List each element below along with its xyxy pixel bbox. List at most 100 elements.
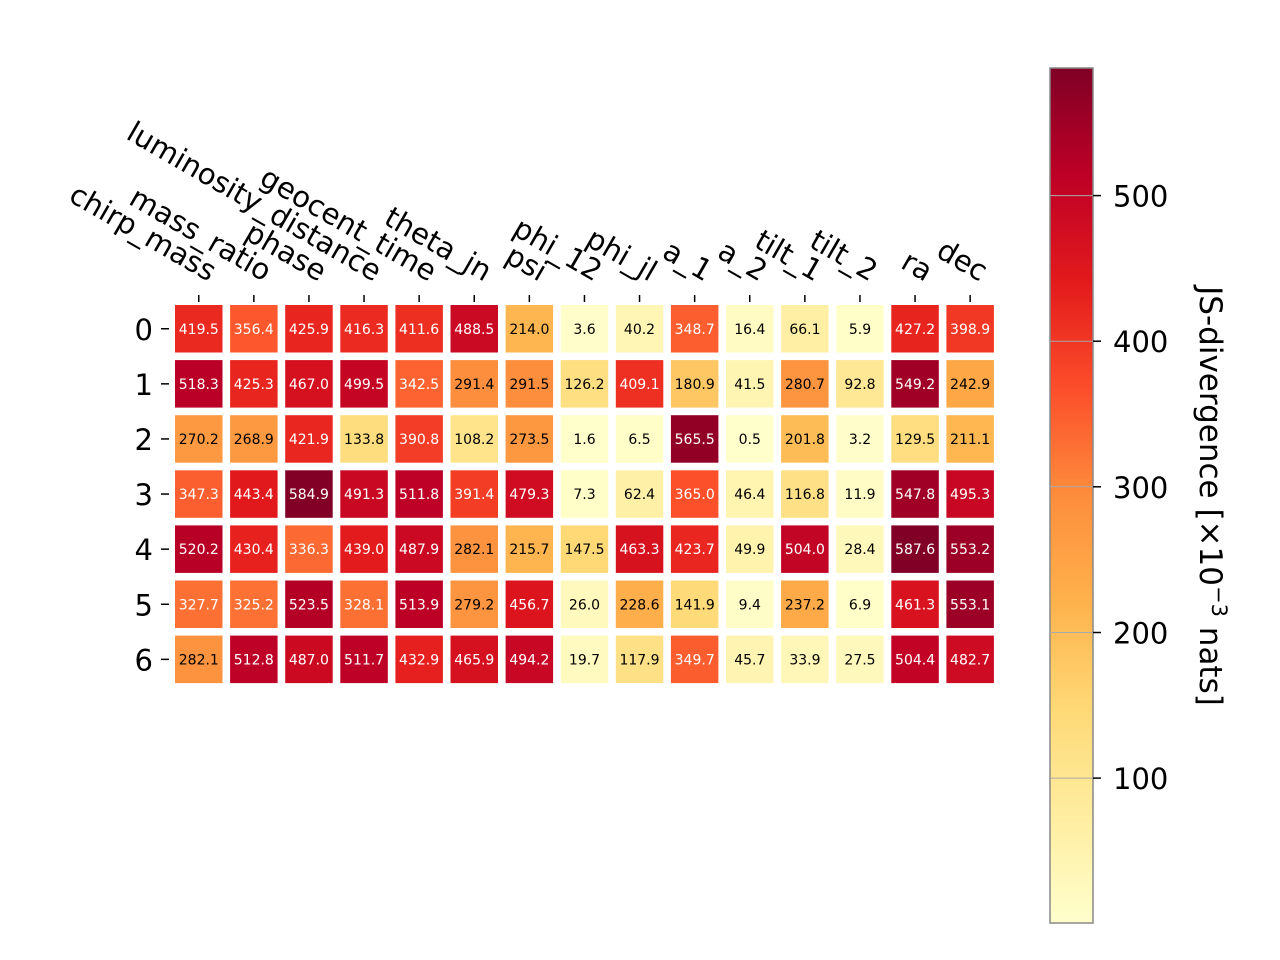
heatmap-cell xyxy=(781,470,829,518)
cell-value-label: 425.3 xyxy=(234,377,274,393)
heatmap-cell xyxy=(450,470,498,518)
cell-value-label: 33.9 xyxy=(789,652,820,668)
cell-value-label: 201.8 xyxy=(785,432,825,448)
cell-value-label: 7.3 xyxy=(573,487,595,503)
heatmap-cell xyxy=(395,305,443,353)
cell-value-label: 180.9 xyxy=(675,377,715,393)
heatmap-cell xyxy=(946,580,994,628)
y-tick-label: 5 xyxy=(135,588,153,622)
cell-value-label: 348.7 xyxy=(675,322,715,338)
cell-value-label: 11.9 xyxy=(844,487,875,503)
cell-value-label: 16.4 xyxy=(734,322,765,338)
cell-value-label: 487.0 xyxy=(289,652,329,668)
heatmap-cell xyxy=(450,415,498,463)
cell-value-label: 511.7 xyxy=(344,652,384,668)
heatmap-cell xyxy=(726,305,774,353)
colorbar-label-exponent: −3 xyxy=(1207,586,1231,617)
cell-value-label: 9.4 xyxy=(739,597,761,613)
heatmap-cell xyxy=(450,305,498,353)
cell-value-label: 553.2 xyxy=(950,542,990,558)
heatmap-cell xyxy=(615,525,664,573)
heatmap-cell xyxy=(670,525,719,573)
cell-value-label: 5.9 xyxy=(849,322,871,338)
heatmap-cell xyxy=(726,470,774,518)
heatmap-cell xyxy=(560,415,609,463)
cell-value-label: 423.7 xyxy=(675,542,715,558)
heatmap-cell xyxy=(615,580,664,628)
cell-value-label: 365.0 xyxy=(675,487,715,503)
cell-value-label: 336.3 xyxy=(289,542,329,558)
heatmap-cell xyxy=(726,580,774,628)
heatmap-cell xyxy=(891,580,939,628)
heatmap-cell xyxy=(230,470,278,518)
heatmap-cell xyxy=(781,580,829,628)
colorbar-tick-label: 400 xyxy=(1113,325,1168,359)
heatmap-cell xyxy=(230,635,278,684)
cell-value-label: 1.6 xyxy=(573,432,595,448)
cell-value-label: 356.4 xyxy=(234,322,274,338)
cell-value-label: 495.3 xyxy=(950,487,990,503)
heatmap-cell xyxy=(781,305,829,353)
heatmap-cell xyxy=(615,305,664,353)
heatmap-cell xyxy=(505,525,554,573)
heatmap-cell xyxy=(781,525,829,573)
cell-value-label: 108.2 xyxy=(454,432,494,448)
heatmap-cell xyxy=(450,635,498,684)
cell-value-label: 398.9 xyxy=(950,322,990,338)
cell-value-label: 512.8 xyxy=(234,652,274,668)
heatmap-cell xyxy=(946,525,994,573)
heatmap-cell xyxy=(340,470,388,518)
heatmap-cell xyxy=(175,360,223,408)
cell-value-label: 487.9 xyxy=(399,542,439,558)
heatmap-cell xyxy=(505,470,554,518)
heatmap-cell xyxy=(395,415,443,463)
cell-value-label: 280.7 xyxy=(785,377,825,393)
cell-value-label: 327.7 xyxy=(179,597,219,613)
cell-value-label: 520.2 xyxy=(179,542,219,558)
heatmap-cell xyxy=(946,305,994,353)
cell-value-label: 273.5 xyxy=(509,432,549,448)
colorbar-label-main: JS-divergence [×10 xyxy=(1192,284,1228,586)
heatmap-cell xyxy=(891,470,939,518)
heatmap-cell xyxy=(726,360,774,408)
heatmap-cell xyxy=(670,415,719,463)
heatmap-cell xyxy=(726,525,774,573)
cell-value-label: 40.2 xyxy=(624,322,655,338)
cell-value-label: 432.9 xyxy=(399,652,439,668)
heatmap-cell xyxy=(836,360,884,408)
cell-value-label: 499.5 xyxy=(344,377,384,393)
cell-value-label: 409.1 xyxy=(619,377,659,393)
heatmap-cell xyxy=(560,360,609,408)
cell-value-label: 270.2 xyxy=(179,432,219,448)
heatmap-cell xyxy=(450,580,498,628)
heatmap-cell xyxy=(340,305,388,353)
cell-value-label: 0.5 xyxy=(739,432,761,448)
heatmap-cell xyxy=(340,415,388,463)
heatmap-cell xyxy=(836,580,884,628)
colorbar-label-tail: nats] xyxy=(1192,617,1228,706)
heatmap-cell xyxy=(450,525,498,573)
heatmap-cell xyxy=(395,635,443,684)
cell-value-label: 342.5 xyxy=(399,377,439,393)
heatmap-cell xyxy=(340,635,388,684)
heatmap-cell xyxy=(395,360,443,408)
heatmap-cell xyxy=(560,635,609,684)
heatmap-cell xyxy=(175,525,223,573)
cell-value-label: 126.2 xyxy=(564,377,604,393)
cell-value-label: 211.1 xyxy=(950,432,990,448)
cell-value-label: 6.5 xyxy=(628,432,650,448)
heatmap-cell xyxy=(230,415,278,463)
cell-value-label: 26.0 xyxy=(569,597,600,613)
heatmap-cell xyxy=(946,470,994,518)
cell-value-label: 66.1 xyxy=(789,322,820,338)
cell-value-label: 456.7 xyxy=(509,597,549,613)
heatmap-cell xyxy=(175,415,223,463)
cell-value-label: 27.5 xyxy=(844,652,875,668)
cell-value-label: 482.7 xyxy=(950,652,990,668)
heatmap-cell xyxy=(670,635,719,684)
cell-value-label: 279.2 xyxy=(454,597,494,613)
cell-value-label: 443.4 xyxy=(234,487,274,503)
heatmap-cell xyxy=(285,525,333,573)
cell-value-label: 215.7 xyxy=(509,542,549,558)
